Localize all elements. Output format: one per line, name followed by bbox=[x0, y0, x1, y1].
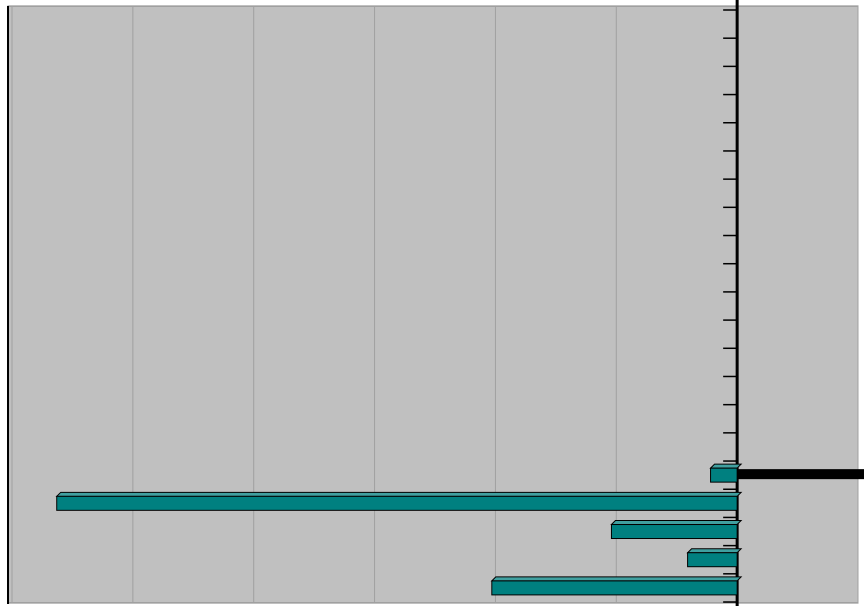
plot-area bbox=[7, 5, 859, 604]
bar bbox=[491, 580, 738, 596]
bar bbox=[687, 552, 738, 568]
bar bbox=[56, 495, 738, 511]
bar-top bbox=[610, 520, 743, 526]
bar-top bbox=[490, 576, 743, 582]
bar-top bbox=[55, 491, 743, 497]
bar bbox=[737, 469, 864, 480]
bar bbox=[610, 524, 738, 540]
bar bbox=[710, 467, 738, 483]
bar-top bbox=[709, 463, 743, 469]
bar-top bbox=[686, 548, 743, 554]
